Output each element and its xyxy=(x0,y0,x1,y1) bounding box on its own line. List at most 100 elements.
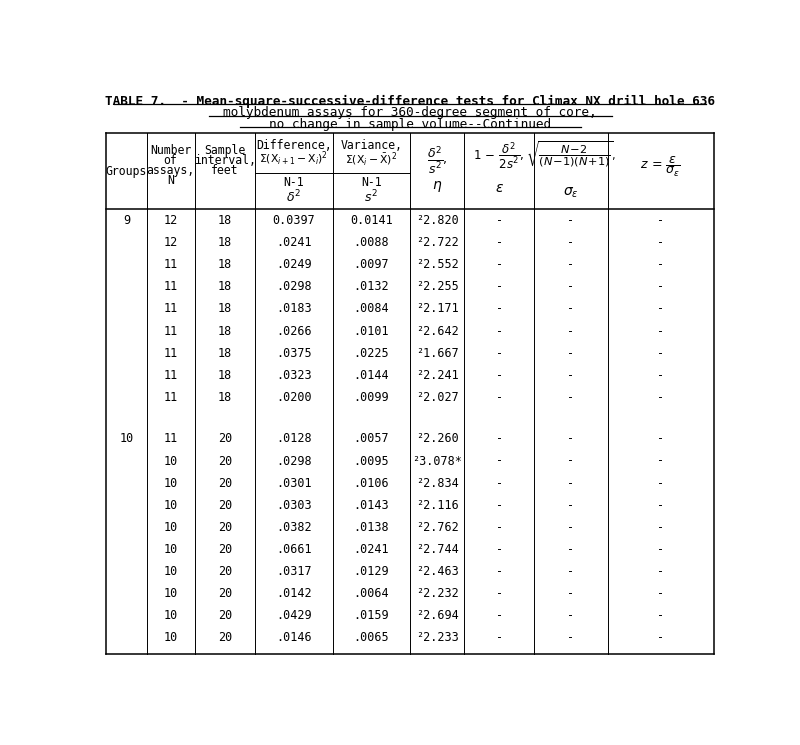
Text: .0088: .0088 xyxy=(354,236,389,250)
Text: .0317: .0317 xyxy=(276,565,311,577)
Text: -: - xyxy=(495,565,502,577)
Text: -: - xyxy=(567,215,574,227)
Text: -: - xyxy=(657,542,664,556)
Text: -: - xyxy=(495,631,502,644)
Text: N-1: N-1 xyxy=(283,177,304,189)
Text: .0375: .0375 xyxy=(276,346,311,360)
Text: 20: 20 xyxy=(218,477,232,489)
Text: -: - xyxy=(567,433,574,446)
Text: 18: 18 xyxy=(218,280,232,294)
Text: 12: 12 xyxy=(163,236,178,250)
Text: -: - xyxy=(495,433,502,446)
Text: .0429: .0429 xyxy=(276,609,311,622)
Text: -: - xyxy=(495,325,502,337)
Text: N: N xyxy=(167,174,174,187)
Text: 9: 9 xyxy=(122,215,130,227)
Text: -: - xyxy=(495,521,502,533)
Text: .0200: .0200 xyxy=(276,390,311,404)
Text: .0106: .0106 xyxy=(354,477,389,489)
Text: -: - xyxy=(567,390,574,404)
Text: assays,: assays, xyxy=(146,164,194,177)
Text: 0.0141: 0.0141 xyxy=(350,215,393,227)
Text: -: - xyxy=(567,521,574,533)
Text: $\sqrt{\dfrac{N\!-\!2}{(N\!-\!1)(N\!+\!1)}}$,: $\sqrt{\dfrac{N\!-\!2}{(N\!-\!1)(N\!+\!1… xyxy=(526,139,616,168)
Text: -: - xyxy=(657,280,664,294)
Text: ²2.834: ²2.834 xyxy=(416,477,458,489)
Text: .0298: .0298 xyxy=(276,454,311,468)
Text: .0241: .0241 xyxy=(276,236,311,250)
Text: -: - xyxy=(567,346,574,360)
Text: .0132: .0132 xyxy=(354,280,389,294)
Text: .0301: .0301 xyxy=(276,477,311,489)
Text: 18: 18 xyxy=(218,346,232,360)
Text: 20: 20 xyxy=(218,433,232,446)
Text: .0097: .0097 xyxy=(354,259,389,271)
Text: -: - xyxy=(657,631,664,644)
Text: .0095: .0095 xyxy=(354,454,389,468)
Text: Variance,: Variance, xyxy=(340,139,402,153)
Text: 20: 20 xyxy=(218,587,232,600)
Text: Groups: Groups xyxy=(106,165,147,177)
Text: -: - xyxy=(567,454,574,468)
Text: $\varepsilon$: $\varepsilon$ xyxy=(494,181,504,195)
Text: -: - xyxy=(495,454,502,468)
Text: 10: 10 xyxy=(163,631,178,644)
Text: 18: 18 xyxy=(218,302,232,315)
Text: .0064: .0064 xyxy=(354,587,389,600)
Text: Sample: Sample xyxy=(204,144,246,157)
Text: interval,: interval, xyxy=(194,154,256,167)
Text: -: - xyxy=(657,325,664,337)
Text: ²2.820: ²2.820 xyxy=(416,215,458,227)
Text: -: - xyxy=(657,433,664,446)
Text: .0065: .0065 xyxy=(354,631,389,644)
Text: ²3.078*: ²3.078* xyxy=(412,454,462,468)
Text: -: - xyxy=(567,236,574,250)
Text: 18: 18 xyxy=(218,259,232,271)
Text: -: - xyxy=(657,369,664,381)
Text: 10: 10 xyxy=(119,433,134,446)
Text: ²2.694: ²2.694 xyxy=(416,609,458,622)
Text: 11: 11 xyxy=(163,280,178,294)
Text: -: - xyxy=(657,346,664,360)
Text: 0.0397: 0.0397 xyxy=(272,215,315,227)
Text: -: - xyxy=(495,587,502,600)
Text: -: - xyxy=(567,369,574,381)
Text: Difference,: Difference, xyxy=(256,139,331,153)
Text: -: - xyxy=(657,587,664,600)
Text: -: - xyxy=(657,302,664,315)
Text: 20: 20 xyxy=(218,498,232,512)
Text: .0183: .0183 xyxy=(276,302,311,315)
Text: $\eta$: $\eta$ xyxy=(432,180,442,194)
Text: -: - xyxy=(495,390,502,404)
Text: .0266: .0266 xyxy=(276,325,311,337)
Text: .0661: .0661 xyxy=(276,542,311,556)
Text: 10: 10 xyxy=(163,587,178,600)
Text: ²2.762: ²2.762 xyxy=(416,521,458,533)
Text: ²2.171: ²2.171 xyxy=(416,302,458,315)
Text: 10: 10 xyxy=(163,521,178,533)
Text: .0101: .0101 xyxy=(354,325,389,337)
Text: -: - xyxy=(657,390,664,404)
Text: ²2.232: ²2.232 xyxy=(416,587,458,600)
Text: ²2.116: ²2.116 xyxy=(416,498,458,512)
Text: $1\,-\,\dfrac{\delta^2}{2s^2}$,: $1\,-\,\dfrac{\delta^2}{2s^2}$, xyxy=(474,141,525,173)
Text: .0323: .0323 xyxy=(276,369,311,381)
Text: ²2.255: ²2.255 xyxy=(416,280,458,294)
Text: .0057: .0057 xyxy=(354,433,389,446)
Text: -: - xyxy=(495,498,502,512)
Text: ²2.642: ²2.642 xyxy=(416,325,458,337)
Text: -: - xyxy=(567,609,574,622)
Text: .0241: .0241 xyxy=(354,542,389,556)
Text: -: - xyxy=(495,259,502,271)
Text: -: - xyxy=(657,259,664,271)
Text: -: - xyxy=(657,454,664,468)
Text: no change in sample volume--Continued: no change in sample volume--Continued xyxy=(269,118,551,131)
Text: 10: 10 xyxy=(163,609,178,622)
Text: .0146: .0146 xyxy=(276,631,311,644)
Text: ²2.233: ²2.233 xyxy=(416,631,458,644)
Text: -: - xyxy=(567,587,574,600)
Text: -: - xyxy=(657,609,664,622)
Text: 12: 12 xyxy=(163,215,178,227)
Text: -: - xyxy=(495,302,502,315)
Text: ²2.463: ²2.463 xyxy=(416,565,458,577)
